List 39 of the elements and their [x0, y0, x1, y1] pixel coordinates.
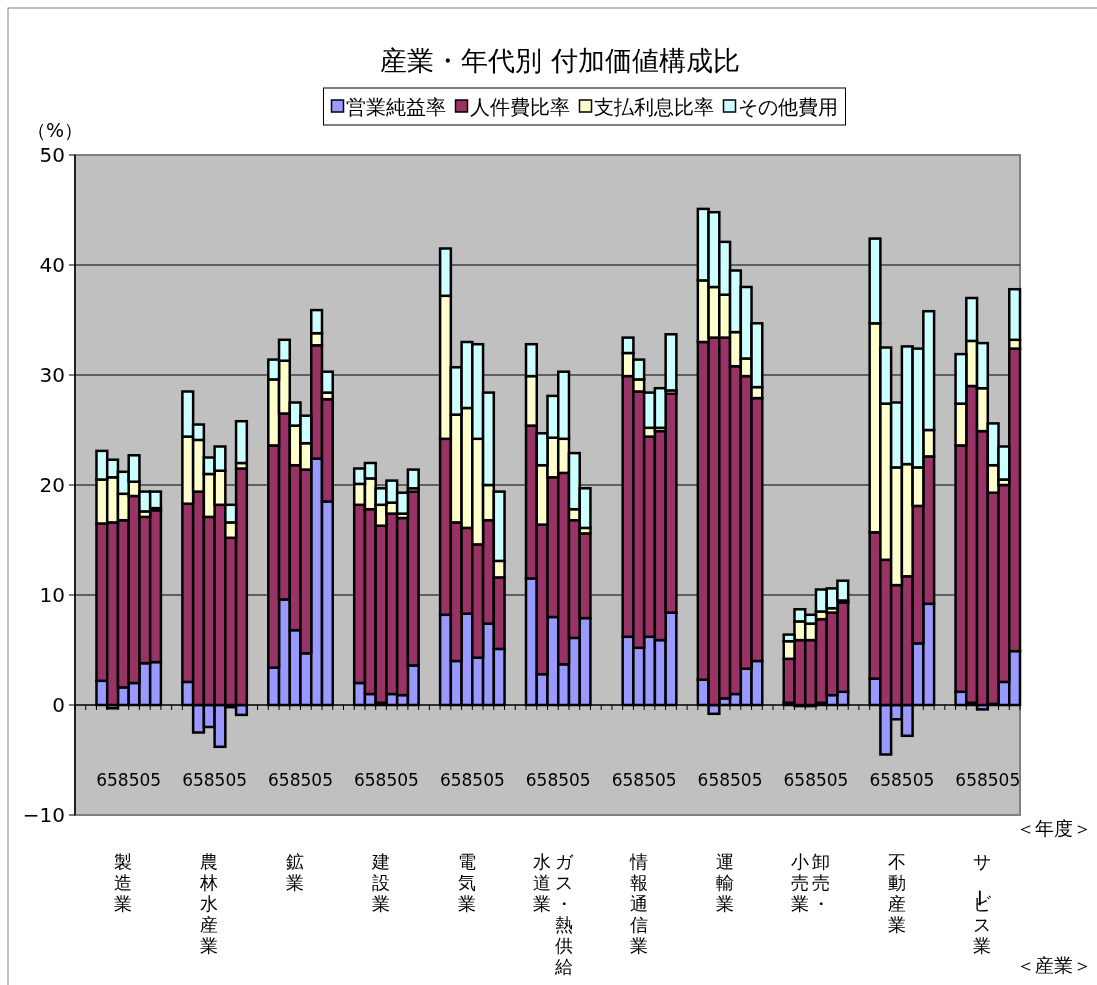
x-tick-label: 小売業 — [790, 851, 809, 914]
y-tick-label: 40 — [39, 253, 65, 277]
y-tick-label: 10 — [39, 583, 65, 607]
annotation: 658505 — [697, 770, 763, 790]
x-tick-label: 情報通信業 — [628, 851, 648, 956]
y-tick-label: 50 — [39, 143, 65, 167]
x-tick-label: 製造業 — [114, 851, 133, 914]
x-tick-label: 不動産業 — [887, 851, 906, 935]
x-tick-label: 水道業 — [533, 851, 552, 914]
y-tick-label: 0 — [52, 693, 65, 717]
y-tick-label: 30 — [39, 363, 65, 387]
y-axis-title: （%） — [26, 119, 84, 141]
annotation: 658505 — [96, 770, 162, 790]
x-tick-label: 建設業 — [371, 851, 391, 914]
x-tick-label: 鉱業 — [286, 851, 305, 893]
annotation: 658505 — [439, 770, 505, 790]
x-tick-label: 電気業 — [457, 851, 476, 914]
legend-label: 支払利息比率 — [593, 95, 714, 119]
x-tick-label: 農林水産業 — [199, 851, 219, 956]
x-tick-label: 卸売・ — [812, 851, 831, 914]
x-tick-label: 運輸業 — [715, 851, 734, 914]
y-tick-label: 20 — [39, 473, 65, 497]
chart-title: 産業・年代別 付加価値構成比 — [380, 45, 740, 76]
y-tick-label: −10 — [22, 803, 65, 827]
text: ＜年度＞ — [1016, 817, 1092, 839]
annotation: 658505 — [611, 770, 677, 790]
annotation: 658505 — [783, 770, 849, 790]
text: ＜産業＞ — [1016, 954, 1092, 976]
legend-label: その他費用 — [737, 95, 838, 119]
legend-label: 人件費比率 — [469, 95, 570, 119]
annotation: 658505 — [955, 770, 1021, 790]
annotation: 658505 — [268, 770, 333, 790]
annotation: 658505 — [182, 770, 248, 790]
annotation: 658505 — [353, 770, 419, 790]
legend-label: 営業純益率 — [345, 95, 446, 119]
annotation: 658505 — [869, 770, 935, 790]
x-tick-label: サービス業 — [969, 851, 993, 956]
annotation: 658505 — [525, 770, 591, 790]
x-tick-label: ガス・熱供給 — [553, 851, 574, 977]
